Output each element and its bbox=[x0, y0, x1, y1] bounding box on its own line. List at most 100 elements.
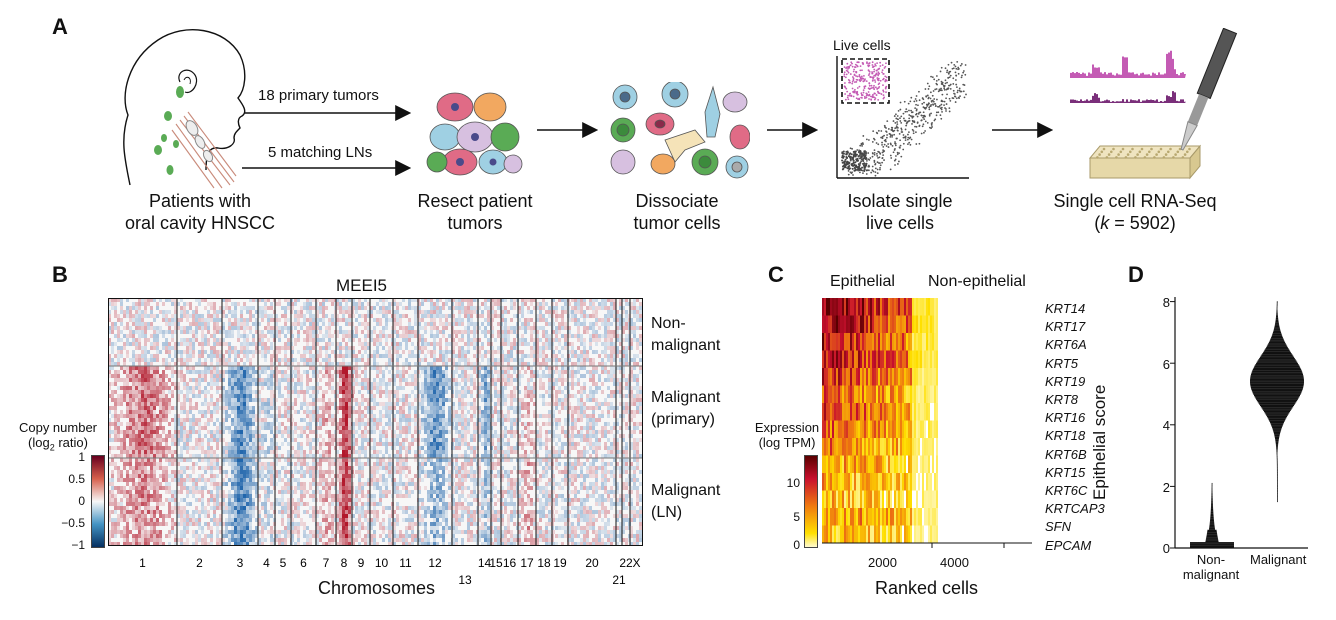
cnv-cell bbox=[114, 418, 117, 422]
cnv-cell bbox=[144, 422, 147, 426]
cnv-cell bbox=[156, 306, 159, 310]
cnv-cell bbox=[442, 374, 445, 378]
cnv-cell bbox=[270, 394, 273, 398]
cnv-cell bbox=[126, 398, 129, 402]
cnv-cell bbox=[316, 314, 319, 318]
facs-dot bbox=[847, 170, 850, 172]
cnv-cell bbox=[430, 314, 433, 318]
cnv-cell bbox=[583, 414, 586, 418]
cnv-cell bbox=[342, 382, 345, 386]
cnv-cell bbox=[284, 334, 287, 338]
cnv-cell bbox=[558, 386, 561, 390]
cnv-cell bbox=[504, 330, 507, 334]
cnv-cell bbox=[303, 314, 306, 318]
facs-dot bbox=[910, 111, 913, 114]
cnv-cell bbox=[478, 354, 481, 358]
cnv-cell bbox=[294, 302, 297, 306]
cnv-cell bbox=[348, 370, 351, 374]
cnv-cell bbox=[521, 374, 524, 378]
facs-dot bbox=[902, 117, 905, 120]
cnv-cell bbox=[427, 314, 430, 318]
facs-live-dot bbox=[884, 65, 887, 68]
cnv-cell bbox=[455, 386, 458, 390]
facs-dot bbox=[894, 164, 896, 166]
cnv-cell bbox=[300, 402, 303, 406]
cnv-cell bbox=[548, 322, 551, 326]
cnv-cell bbox=[328, 402, 331, 406]
cnv-cell bbox=[494, 394, 497, 398]
cnv-cell bbox=[580, 418, 583, 422]
cnv-cell bbox=[619, 378, 622, 382]
cnv-cell bbox=[405, 338, 408, 342]
cnv-cell bbox=[234, 314, 237, 318]
cnv-cell bbox=[352, 410, 355, 414]
cnv-cell bbox=[186, 418, 189, 422]
cnv-cell bbox=[442, 418, 445, 422]
cnv-cell bbox=[382, 390, 385, 394]
cnv-cell bbox=[497, 398, 500, 402]
cnv-cell bbox=[132, 390, 135, 394]
cnv-cell bbox=[491, 330, 494, 334]
cnv-cell bbox=[442, 398, 445, 402]
facs-live-dot bbox=[847, 67, 849, 70]
plate-well bbox=[1167, 150, 1170, 154]
cnv-cell bbox=[402, 410, 405, 414]
cnv-cell bbox=[278, 346, 281, 350]
cnv-cell bbox=[622, 406, 625, 410]
cnv-cell bbox=[452, 350, 455, 354]
facs-dot bbox=[899, 146, 901, 149]
cnv-cell bbox=[213, 350, 216, 354]
cnv-cell bbox=[636, 386, 639, 390]
cnv-cell bbox=[461, 306, 464, 310]
cnv-cell bbox=[278, 370, 281, 374]
facs-live-dot bbox=[867, 69, 870, 71]
cnv-cell bbox=[275, 318, 278, 322]
facs-dot bbox=[899, 144, 902, 147]
facs-live-dot bbox=[878, 85, 881, 88]
cnv-cell bbox=[504, 326, 507, 330]
cnv-cell bbox=[345, 410, 348, 414]
facs-dot bbox=[872, 170, 875, 173]
cnv-cell bbox=[382, 298, 385, 302]
cnv-cell bbox=[348, 298, 351, 302]
cnv-cell bbox=[336, 346, 339, 350]
facs-dot bbox=[907, 102, 910, 105]
cnv-cell bbox=[411, 298, 414, 302]
cnv-cell bbox=[255, 342, 258, 346]
cnv-cell bbox=[636, 310, 639, 314]
plate-well bbox=[1176, 150, 1180, 154]
facs-dot bbox=[889, 135, 892, 138]
patient-arrows bbox=[242, 105, 412, 176]
cnv-cell bbox=[278, 386, 281, 390]
cnv-cell bbox=[138, 318, 141, 322]
cnv-cell bbox=[610, 362, 613, 366]
cnv-cell bbox=[195, 370, 198, 374]
cnv-cell bbox=[408, 414, 411, 418]
cnv-cell bbox=[536, 338, 539, 342]
facs-dot bbox=[925, 95, 928, 98]
cnv-cell bbox=[219, 338, 222, 342]
facs-dot bbox=[876, 168, 879, 171]
cnv-cell bbox=[607, 354, 610, 358]
cnv-cell bbox=[558, 374, 561, 378]
cnv-cell bbox=[231, 382, 234, 386]
cnv-cell bbox=[231, 322, 234, 326]
cnv-cell bbox=[604, 398, 607, 402]
cnv-cell bbox=[455, 366, 458, 370]
cnv-cell bbox=[300, 374, 303, 378]
cnv-cell bbox=[123, 334, 126, 338]
cnv-cell bbox=[467, 418, 470, 422]
cnv-cell bbox=[542, 402, 545, 406]
cnv-cell bbox=[461, 346, 464, 350]
cnv-cell bbox=[306, 346, 309, 350]
cnv-cell bbox=[231, 310, 234, 314]
cnv-cell bbox=[633, 302, 636, 306]
cnv-cell bbox=[478, 338, 481, 342]
cnv-cell bbox=[249, 398, 252, 402]
cnv-cell bbox=[545, 310, 548, 314]
facs-dot bbox=[953, 64, 956, 66]
cnv-cell bbox=[287, 390, 290, 394]
facs-dot bbox=[921, 102, 924, 105]
cnv-cell bbox=[246, 326, 249, 330]
cnv-cell bbox=[464, 350, 467, 354]
